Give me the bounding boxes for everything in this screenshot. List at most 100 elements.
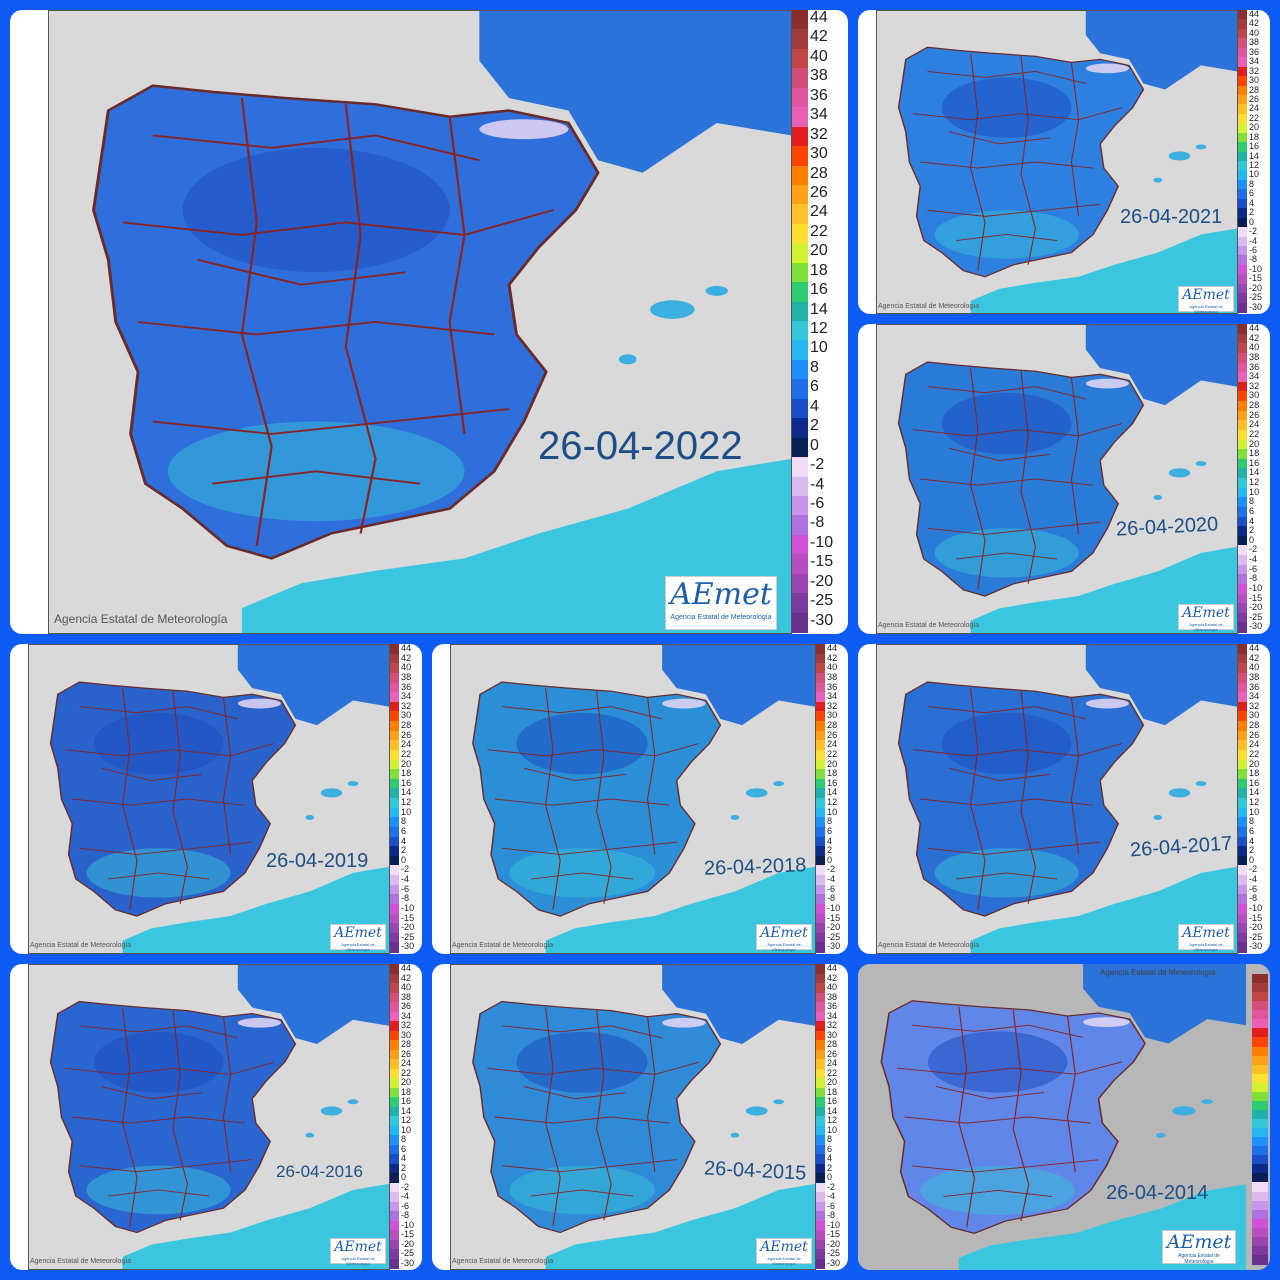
legend-swatch <box>1238 701 1247 712</box>
balearic-island <box>773 781 785 787</box>
legend-label: -2 <box>827 1181 836 1192</box>
province-border <box>108 1189 210 1197</box>
map-panel-2018: 26-04-2018 Agencia Estatal de Meteorolog… <box>432 644 848 954</box>
legend-label: 34 <box>401 691 412 702</box>
legend-label: -30 <box>827 941 841 952</box>
legend-swatch <box>390 788 399 799</box>
province-border <box>501 1159 677 1173</box>
legend-swatch <box>816 740 825 751</box>
legend-label: 44 <box>827 964 838 973</box>
legend-swatch <box>390 826 399 837</box>
france-region <box>237 965 389 1045</box>
logo-text: AEmet <box>1182 287 1230 303</box>
legend-label: 0 <box>401 854 407 865</box>
legend-swatch <box>390 711 399 722</box>
iberia-map <box>472 965 815 1269</box>
legend-label: 30 <box>810 145 828 163</box>
legend-label: -25 <box>1249 611 1263 622</box>
legend-label: 28 <box>1249 84 1259 95</box>
balearic-island <box>705 285 728 296</box>
province-border <box>920 798 1094 806</box>
legend-label: 2 <box>1249 207 1254 218</box>
legend-swatch <box>1252 1254 1268 1265</box>
legend-label: 18 <box>827 768 838 779</box>
balearic-island <box>1195 781 1207 787</box>
legend-label: 6 <box>1249 188 1254 199</box>
legend-swatch <box>816 983 825 993</box>
aemet-logo: AEmet Agencia Estatal de Meteorología <box>1178 604 1234 632</box>
legend-swatch <box>1252 1128 1268 1138</box>
balearic-island <box>1153 815 1163 820</box>
legend-swatch <box>1238 19 1247 30</box>
legend-swatch <box>1252 1182 1268 1192</box>
legend-swatch <box>792 359 808 380</box>
legend-label: 40 <box>1249 662 1260 673</box>
legend-label: 16 <box>810 281 828 299</box>
legend-label: -30 <box>401 941 415 952</box>
legend-swatch <box>792 515 808 536</box>
legend-label: 26 <box>810 183 828 201</box>
logo-subtitle: Agencia Estatal de Meteorología <box>767 942 801 952</box>
aemet-logo: AEmet Agencia Estatal de Meteorología <box>330 924 386 952</box>
legend-swatch <box>792 573 808 594</box>
legend-swatch <box>816 875 825 886</box>
province-border <box>172 691 188 904</box>
legend-swatch <box>390 653 399 664</box>
province-border <box>487 743 699 757</box>
legend-swatch <box>390 672 399 683</box>
legend-swatch <box>390 846 399 857</box>
legend-label: 24 <box>810 203 828 221</box>
copyright-text: Agencia Estatal de Meteorología <box>30 942 132 949</box>
legend-swatch <box>816 644 825 655</box>
legend-swatch <box>1238 372 1247 383</box>
legend-label: -10 <box>1249 582 1263 593</box>
legend-swatch <box>390 973 399 984</box>
legend-label: 30 <box>401 710 412 721</box>
province-border <box>958 1006 975 1228</box>
legend-swatch <box>1238 401 1247 412</box>
legend-label: 34 <box>1249 691 1260 702</box>
legend-label: 24 <box>1249 419 1260 430</box>
legend-label: -10 <box>1249 263 1262 274</box>
legend-swatch <box>1238 420 1247 431</box>
legend-swatch <box>816 1144 825 1155</box>
legend-swatch <box>390 1059 399 1069</box>
legend-label: 24 <box>827 1058 838 1068</box>
legend-label: 0 <box>1249 534 1255 545</box>
legend-label: 28 <box>401 1039 412 1049</box>
legend-label: 44 <box>810 10 828 26</box>
legend-swatch <box>792 340 808 361</box>
legend-swatch <box>816 865 825 876</box>
legend-swatch <box>1238 526 1247 537</box>
iberia-map <box>49 645 389 953</box>
legend-swatch <box>1252 974 1268 984</box>
legend-label: 16 <box>1249 777 1260 788</box>
province-border <box>523 767 626 781</box>
legend-label: -4 <box>827 1191 836 1201</box>
legend-label: 38 <box>827 671 838 682</box>
legend-swatch <box>816 1249 825 1259</box>
legend-label: 20 <box>401 1077 412 1087</box>
legend-label: 4 <box>827 835 833 846</box>
legend-swatch <box>1238 123 1247 134</box>
legend-swatch <box>816 846 825 857</box>
date-label: 26-04-2019 <box>266 850 369 872</box>
north-africa-region <box>970 228 1237 313</box>
legend-swatch <box>816 1059 825 1069</box>
legend-swatch <box>1238 255 1247 266</box>
pyrenees-cold <box>662 698 706 709</box>
legend-label: 18 <box>401 1086 412 1097</box>
balearic-island <box>1168 468 1191 478</box>
date-label: 26-04-2018 <box>703 854 807 880</box>
pyrenees-cold <box>1083 1017 1130 1028</box>
logo-text: AEmet <box>1166 1231 1232 1253</box>
france-region <box>1085 325 1237 406</box>
legend-swatch <box>1252 1064 1268 1075</box>
legend-swatch <box>1252 1245 1268 1256</box>
legend-swatch <box>792 262 808 283</box>
map-frame <box>858 964 1246 1270</box>
legend-swatch <box>792 437 808 458</box>
legend-swatch <box>1238 236 1247 247</box>
legend-swatch <box>792 321 808 341</box>
legend-label: 14 <box>401 787 412 798</box>
